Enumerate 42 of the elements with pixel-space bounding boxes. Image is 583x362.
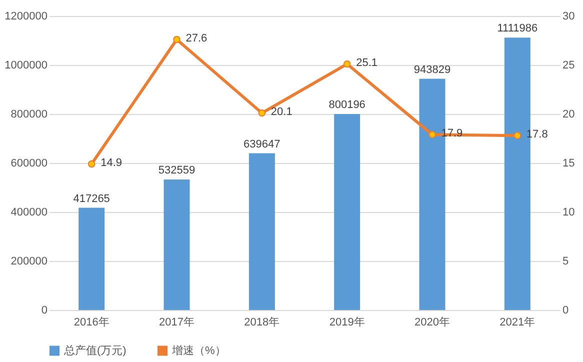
x-tick-label: 2018年 [244,316,280,328]
bar [78,208,105,310]
bar [164,180,190,310]
data-label: 943829 [414,64,451,76]
point [173,36,180,44]
y2-tick-label: 25 [562,60,575,72]
data-label: 14.9 [100,156,122,169]
point [343,60,351,68]
data-label: 417265 [73,192,110,205]
y2-tick-label: 30 [562,10,575,22]
data-label: 639647 [244,138,280,150]
y2-tick-label: 10 [562,206,575,218]
x-tick-label: 2021年 [500,316,536,328]
data-label: 1111986 [497,22,538,35]
y-tick-label: 800000 [10,108,48,120]
y-tick-label: 200000 [10,256,48,268]
x-tick-label: 2016年 [74,316,110,328]
y2-tick-label: 0 [562,304,569,316]
point [88,160,96,168]
x-tick-label: 2017年 [159,316,194,328]
y-tick-label: 1200000 [4,10,48,22]
data-label: 20.1 [270,106,292,118]
bar [334,114,360,310]
data-label: 532559 [158,164,196,177]
y-tick-label: 400000 [10,206,48,218]
legend-label: 增速（%） [171,344,226,357]
bar [248,153,275,310]
y-tick-label: 0 [41,304,48,316]
y-tick-label: 1000000 [4,60,48,72]
data-label: 27.6 [186,32,208,45]
y2-tick-label: 15 [562,158,575,170]
y2-tick-label: 5 [562,256,569,268]
y2-tick-label: 20 [562,108,575,120]
y-tick-label: 600000 [10,158,48,170]
data-label: 800196 [328,98,366,111]
x-tick-label: 2019年 [329,316,365,328]
data-label: 25.1 [356,57,378,70]
point [514,132,522,140]
point [258,109,266,117]
x-tick-label: 2020年 [414,316,450,328]
point [428,130,436,138]
legend-label: 总产值(万元) [63,344,126,357]
